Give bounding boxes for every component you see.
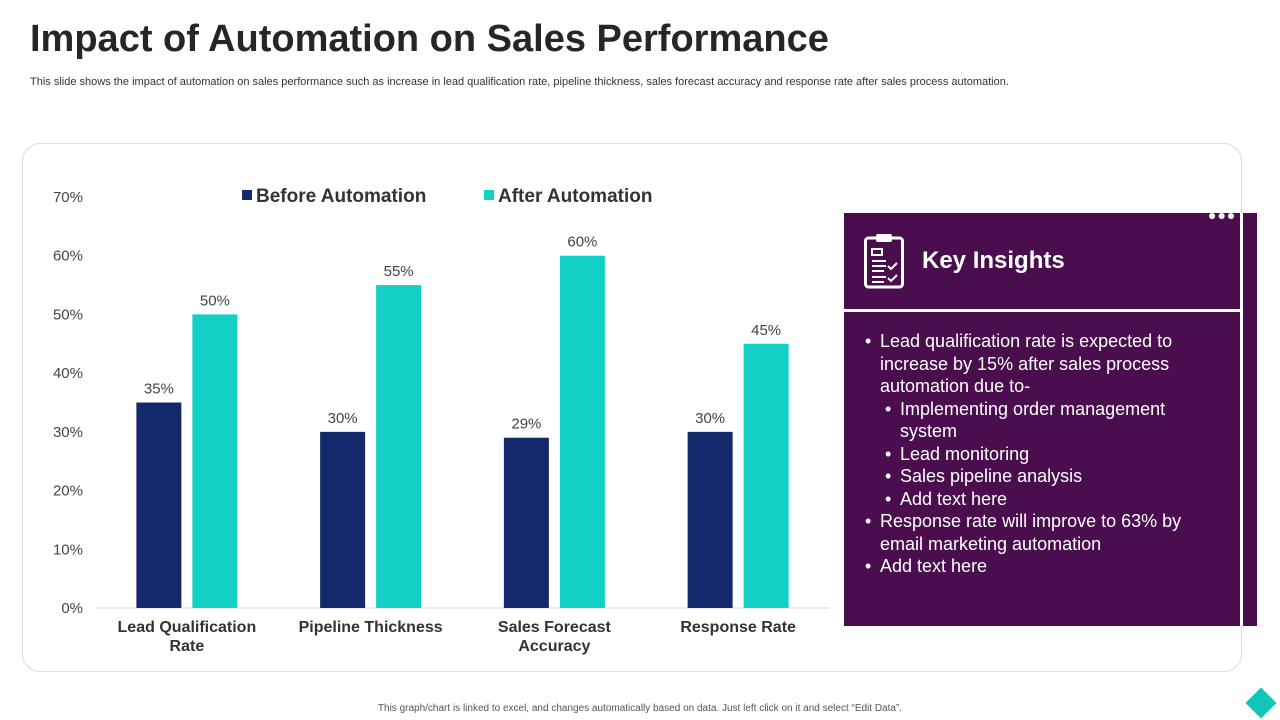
key-insights-panel: Key Insights Lead qualification rate is … (844, 213, 1240, 626)
x-tick-label: Pipeline Thickness (299, 619, 443, 636)
insight-subitem: Add text here (885, 488, 1220, 511)
y-tick-label: 20% (53, 483, 83, 500)
bar-before (503, 437, 549, 608)
data-label: 29% (511, 416, 541, 433)
bar-after (743, 343, 789, 608)
legend-label: After Automation (498, 186, 652, 207)
y-tick-label: 30% (53, 424, 83, 441)
x-tick-label: Rate (170, 638, 205, 655)
y-tick-label: 50% (53, 306, 83, 323)
insight-subitem: Implementing order management system (885, 398, 1220, 443)
insight-text: Lead qualification rate is expected to i… (880, 331, 1173, 396)
data-label: 30% (328, 410, 358, 427)
bar-before (687, 431, 733, 608)
page-title: Impact of Automation on Sales Performanc… (30, 18, 829, 60)
data-label: 50% (200, 292, 230, 309)
y-tick-label: 10% (53, 541, 83, 558)
clipboard-check-icon (864, 234, 904, 289)
panel-edge (1241, 213, 1257, 626)
insight-subitem: Lead monitoring (885, 443, 1220, 466)
y-tick-label: 40% (53, 365, 83, 382)
y-tick-label: 60% (53, 248, 83, 265)
insight-item: Response rate will improve to 63% by ema… (865, 510, 1220, 555)
bar-after (376, 285, 422, 608)
insights-header: Key Insights (844, 213, 1240, 312)
data-label: 45% (751, 322, 781, 339)
footer-note: This graph/chart is linked to excel, and… (377, 703, 903, 714)
bar-before (136, 402, 182, 608)
insights-list: Lead qualification rate is expected to i… (862, 330, 1220, 578)
insight-subitem: Sales pipeline analysis (885, 465, 1220, 488)
insight-item: Lead qualification rate is expected to i… (865, 330, 1220, 511)
y-tick-label: 0% (61, 600, 83, 617)
bar-after (559, 255, 605, 608)
more-dots-icon: ●●● (1208, 207, 1237, 223)
data-label: 55% (384, 263, 414, 280)
x-tick-label: Lead Qualification (118, 619, 257, 636)
bar-before (320, 431, 366, 608)
data-label: 60% (567, 234, 597, 251)
x-tick-label: Sales Forecast (498, 619, 612, 636)
legend-label: Before Automation (256, 186, 426, 207)
x-tick-label: Response Rate (680, 619, 796, 636)
data-label: 35% (144, 381, 174, 398)
insight-item: Add text here (865, 555, 1220, 578)
legend-swatch (242, 190, 252, 200)
y-tick-label: 70% (53, 189, 83, 206)
insights-title: Key Insights (922, 247, 1065, 274)
x-tick-label: Accuracy (518, 638, 590, 655)
bar-after (192, 314, 238, 608)
legend-swatch (484, 190, 494, 200)
bar-chart[interactable]: 0% 10% 20% 30% 40% 50% 60% 70% Lead Qualificatio… (0, 0, 840, 670)
page-subtitle: This slide shows the impact of automatio… (30, 76, 1009, 88)
data-label: 30% (695, 410, 725, 427)
